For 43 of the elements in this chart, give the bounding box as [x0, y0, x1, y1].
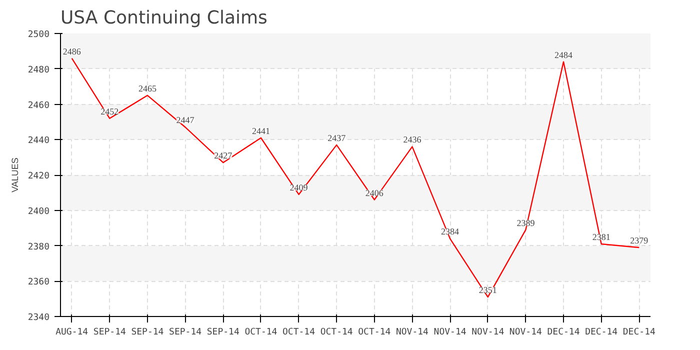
data-label: 2486: [62, 46, 82, 56]
data-label: 2409: [290, 182, 308, 192]
y-tick-label: 2340: [28, 313, 50, 323]
data-label: 2447: [176, 115, 195, 126]
x-tick-label: SEP-14: [131, 328, 164, 338]
x-tick-label: SEP-14: [93, 328, 126, 338]
data-label: 2441: [252, 126, 270, 136]
x-tick-label: SEP-14: [206, 328, 240, 338]
x-tick-label: DEC-14: [547, 328, 580, 338]
y-tick-label: 2400: [28, 206, 50, 217]
x-tick-label: OCT-14: [320, 328, 353, 338]
data-label: 2351: [478, 285, 497, 296]
data-label: 2465: [138, 83, 157, 94]
data-label: 2437: [328, 132, 346, 143]
x-tick-label: NOV-14: [472, 328, 504, 338]
x-tick-label: OCT-14: [282, 328, 316, 338]
y-tick-label: 2480: [28, 65, 50, 76]
y-axis-title: VALUES: [10, 158, 20, 192]
data-label: 2436: [403, 134, 422, 145]
x-tick-label: DEC-14: [622, 328, 656, 338]
data-label: 2381: [592, 232, 610, 242]
y-tick-label: 2460: [28, 100, 50, 111]
y-tick-label: 2440: [28, 136, 50, 146]
data-label: 2406: [365, 188, 384, 198]
data-label: 2484: [554, 50, 574, 60]
data-label: 2384: [441, 226, 460, 237]
x-tick-label: NOV-14: [509, 328, 542, 338]
chart-title: USA Continuing Claims: [60, 8, 268, 28]
data-label: 2452: [100, 106, 119, 116]
data-label: 2379: [630, 236, 649, 246]
y-tick-label: 2380: [28, 242, 50, 252]
y-tick-label: 2360: [28, 278, 50, 288]
x-tick-label: SEP-14: [169, 328, 202, 338]
x-tick-label: DEC-14: [585, 328, 618, 338]
x-tick-label: AUG-14: [56, 328, 88, 338]
x-tick-label: NOV-14: [396, 328, 428, 338]
data-label: 2389: [516, 218, 536, 228]
data-label: 2427: [214, 150, 233, 161]
x-tick-label: NOV-14: [434, 328, 466, 338]
y-tick-label: 2420: [28, 172, 50, 182]
x-tick-label: OCT-14: [244, 328, 278, 338]
y-tick-label: 2500: [28, 30, 50, 40]
x-tick-label: OCT-14: [358, 328, 391, 338]
